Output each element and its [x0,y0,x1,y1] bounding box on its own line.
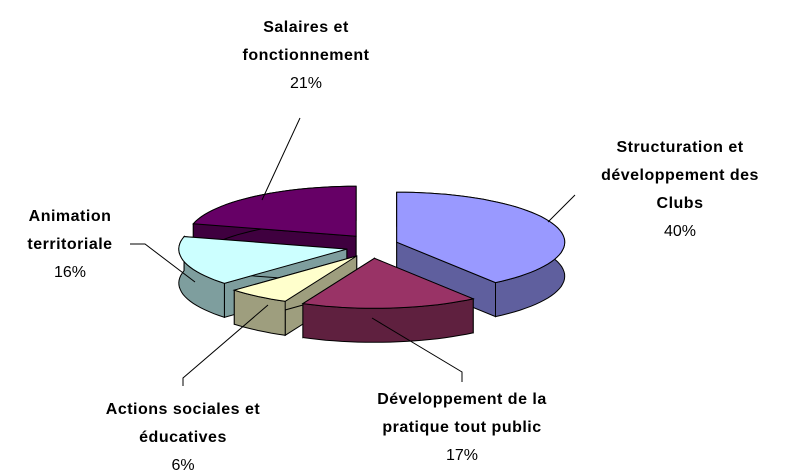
category-name: Salaires et fonctionnement [242,19,370,64]
leader-line [130,243,196,283]
percent-label: 6% [171,457,195,473]
pie-slice [396,191,566,284]
category-name: Structuration et développement des Clubs [601,139,759,212]
leader-line [547,194,576,223]
leader-line [371,317,463,382]
category-name: Animation territoriale [27,208,113,253]
slice-label: Structuration et développement des Clubs… [580,134,780,246]
leader-line [182,304,269,386]
percent-label: 17% [445,447,479,464]
slice-label: Développement de la pratique tout public… [342,386,582,470]
slice-label: Actions sociales et éducatives 6% [73,396,293,473]
slice-label: Animation territoriale 16% [5,203,135,287]
slice-label: Salaires et fonctionnement 21% [221,14,391,98]
category-name: Développement de la pratique tout public [377,391,547,436]
pie-slice [192,185,357,237]
percent-label: 40% [663,223,697,240]
pie-slice [301,257,475,309]
category-name: Actions sociales et éducatives [105,401,261,446]
slices [178,185,566,343]
percent-label: 21% [289,75,323,92]
pie-slice [232,255,357,302]
percent-label: 16% [53,264,87,281]
leader-line [261,117,301,201]
pie-slice [178,236,347,284]
